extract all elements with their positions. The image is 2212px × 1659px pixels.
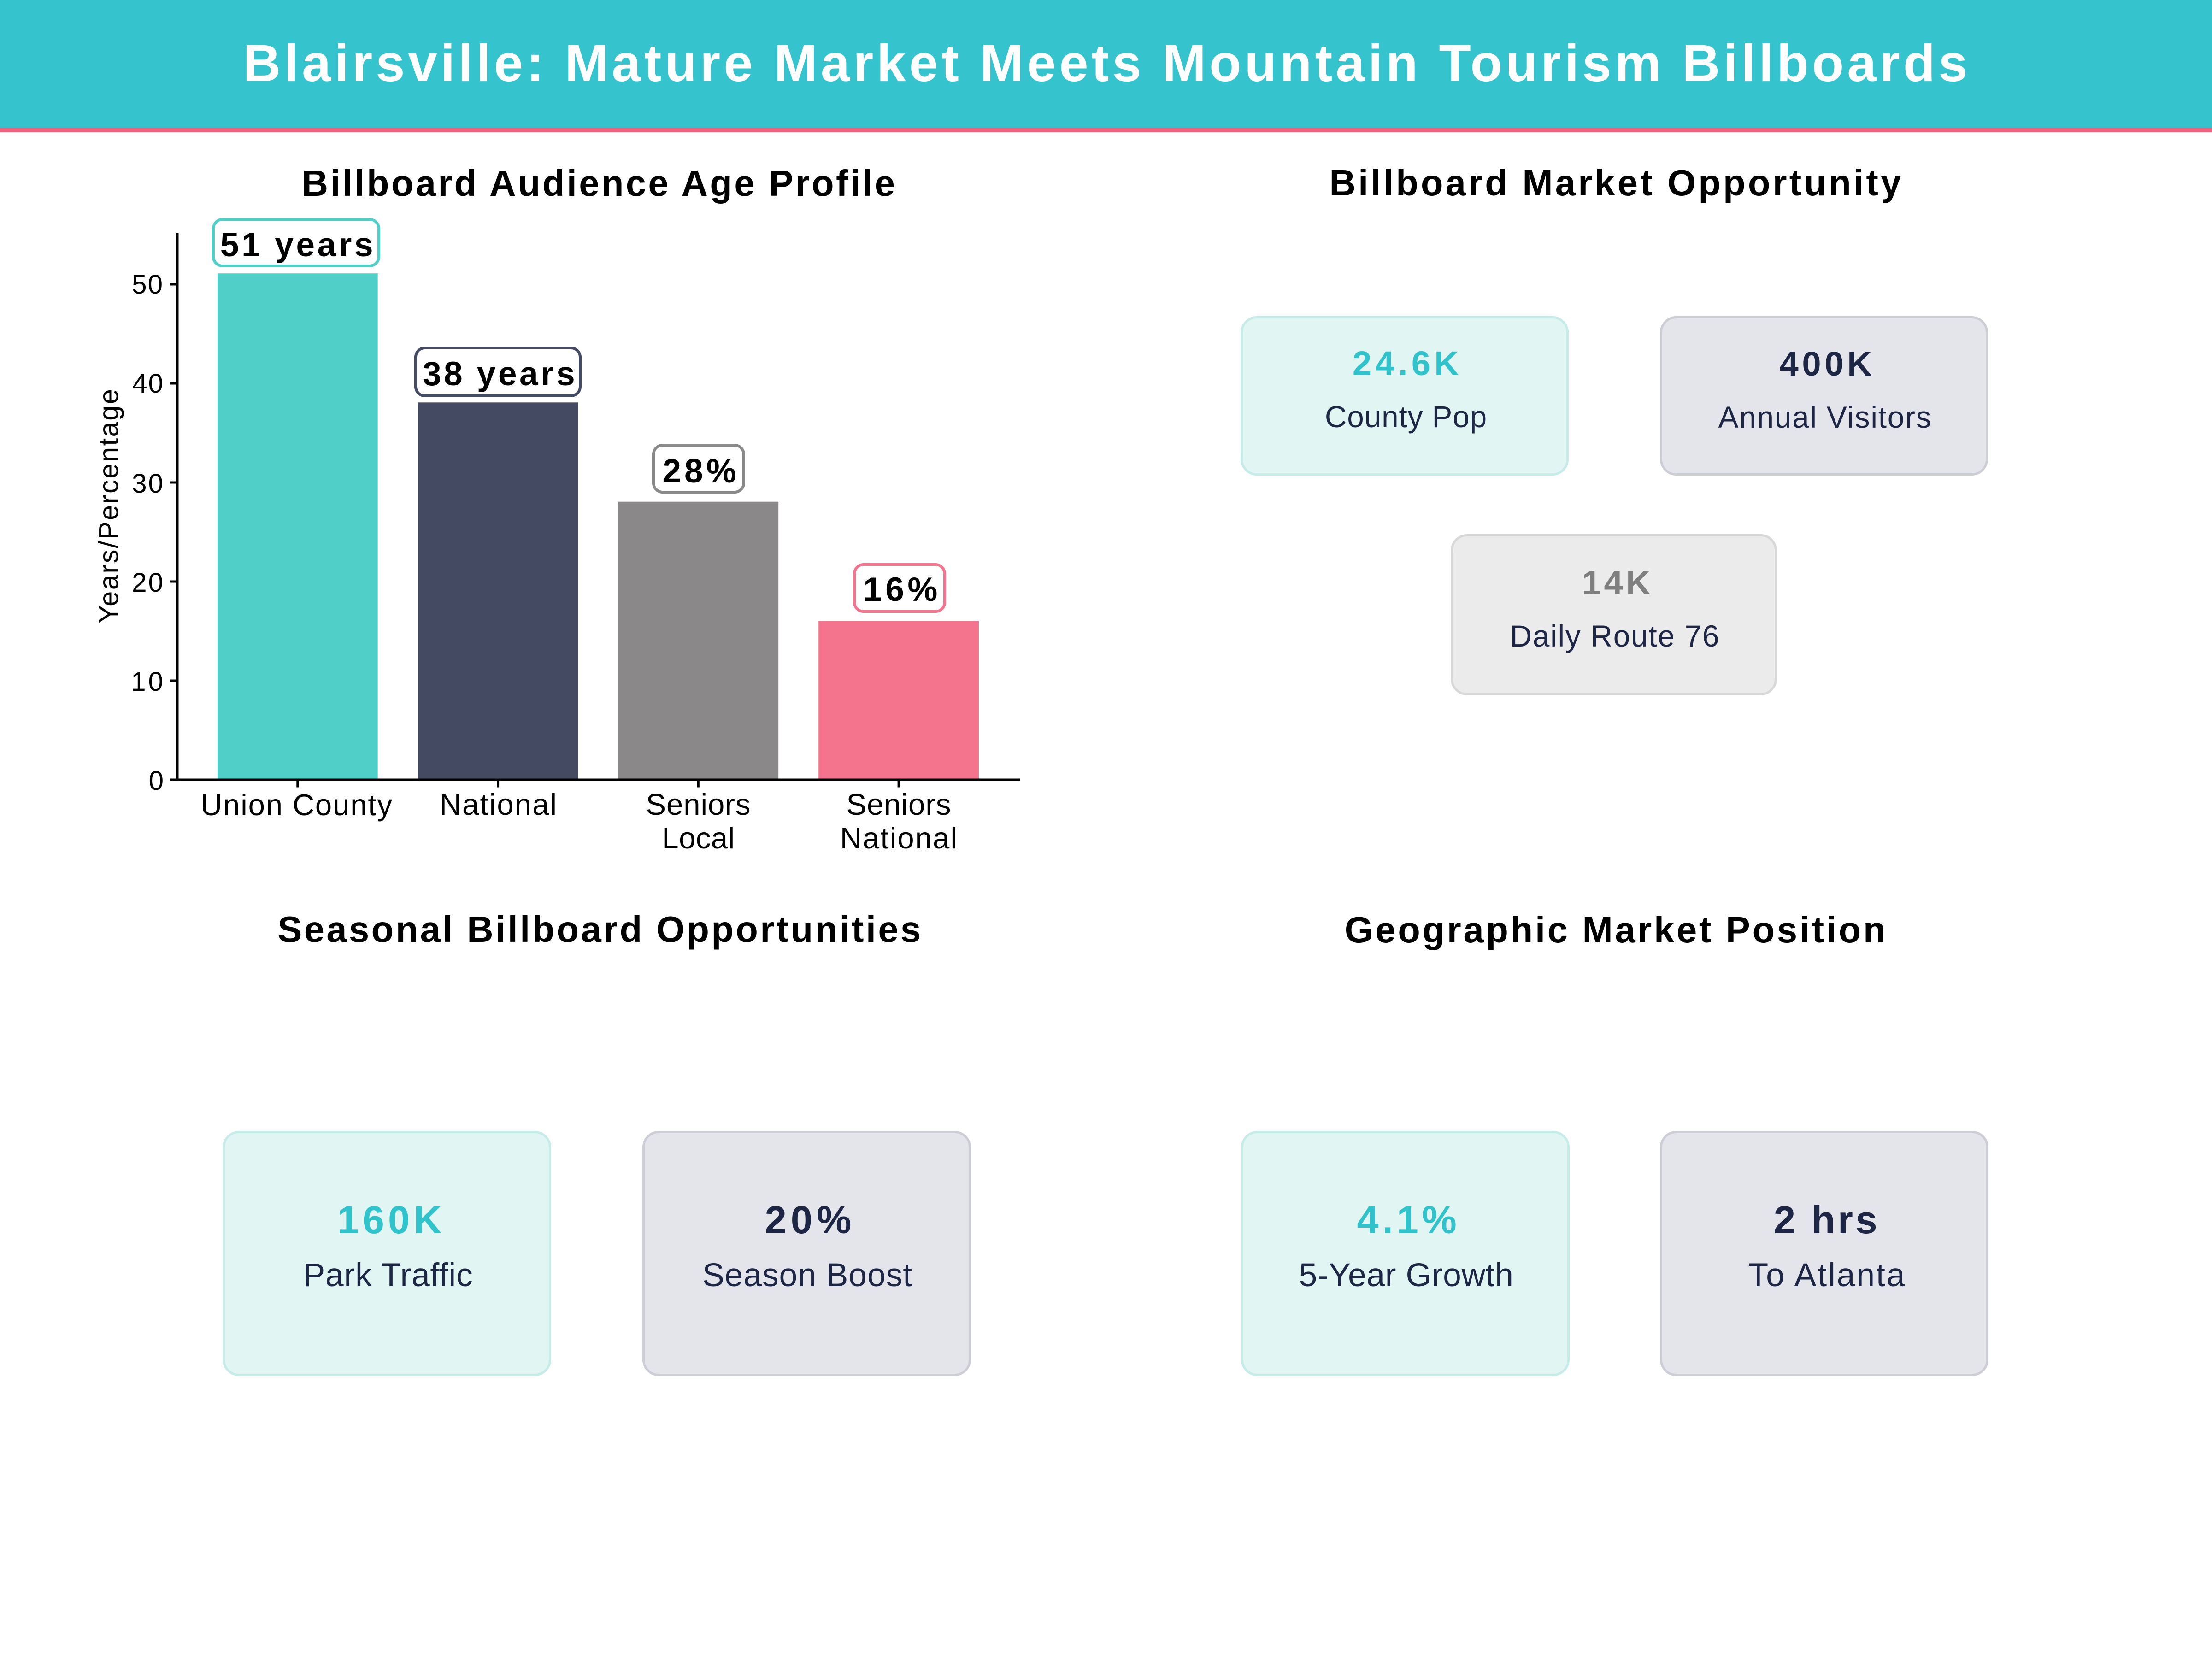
svg-text:10: 10: [131, 667, 165, 697]
svg-text:4.1%: 4.1%: [1357, 1198, 1460, 1241]
svg-text:160K: 160K: [337, 1198, 446, 1241]
svg-text:40: 40: [132, 369, 164, 399]
svg-text:5-Year Growth: 5-Year Growth: [1299, 1257, 1514, 1294]
svg-text:Seniors: Seniors: [846, 788, 951, 821]
svg-text:20%: 20%: [765, 1198, 856, 1241]
svg-text:2 hrs: 2 hrs: [1774, 1198, 1880, 1241]
svg-text:28%: 28%: [662, 453, 739, 490]
svg-text:Local: Local: [662, 821, 735, 855]
svg-text:Daily Route 76: Daily Route 76: [1510, 619, 1720, 653]
svg-text:14K: 14K: [1582, 564, 1654, 602]
svg-text:National: National: [840, 821, 958, 855]
svg-text:Years/Percentage: Years/Percentage: [93, 388, 124, 624]
svg-text:400K: 400K: [1779, 345, 1875, 383]
svg-text:Billboard Audience Age Profile: Billboard Audience Age Profile: [302, 163, 897, 204]
svg-text:Annual Visitors: Annual Visitors: [1718, 400, 1932, 434]
svg-text:To Atlanta: To Atlanta: [1748, 1257, 1906, 1294]
svg-text:0: 0: [149, 766, 164, 796]
svg-text:Geographic Market Position: Geographic Market Position: [1345, 909, 1888, 950]
svg-text:20: 20: [132, 568, 165, 598]
svg-text:24.6K: 24.6K: [1353, 344, 1463, 382]
svg-text:50: 50: [132, 270, 164, 300]
svg-text:30: 30: [132, 469, 165, 499]
svg-text:Billboard Market Opportunity: Billboard Market Opportunity: [1330, 162, 1904, 203]
svg-text:38 years: 38 years: [423, 355, 577, 393]
svg-text:Seniors: Seniors: [646, 788, 751, 821]
svg-text:16%: 16%: [863, 571, 941, 608]
svg-text:County Pop: County Pop: [1325, 400, 1487, 434]
svg-text:Park Traffic: Park Traffic: [303, 1257, 473, 1294]
svg-text:51 years: 51 years: [220, 226, 376, 264]
svg-text:Season Boost: Season Boost: [702, 1257, 912, 1294]
svg-text:Union County: Union County: [200, 788, 393, 822]
svg-text:National: National: [440, 788, 558, 821]
svg-text:Seasonal Billboard Opportuniti: Seasonal Billboard Opportunities: [277, 909, 923, 950]
svg-text:Blairsville: Mature Market Mee: Blairsville: Mature Market Meets Mountai…: [243, 34, 1971, 93]
